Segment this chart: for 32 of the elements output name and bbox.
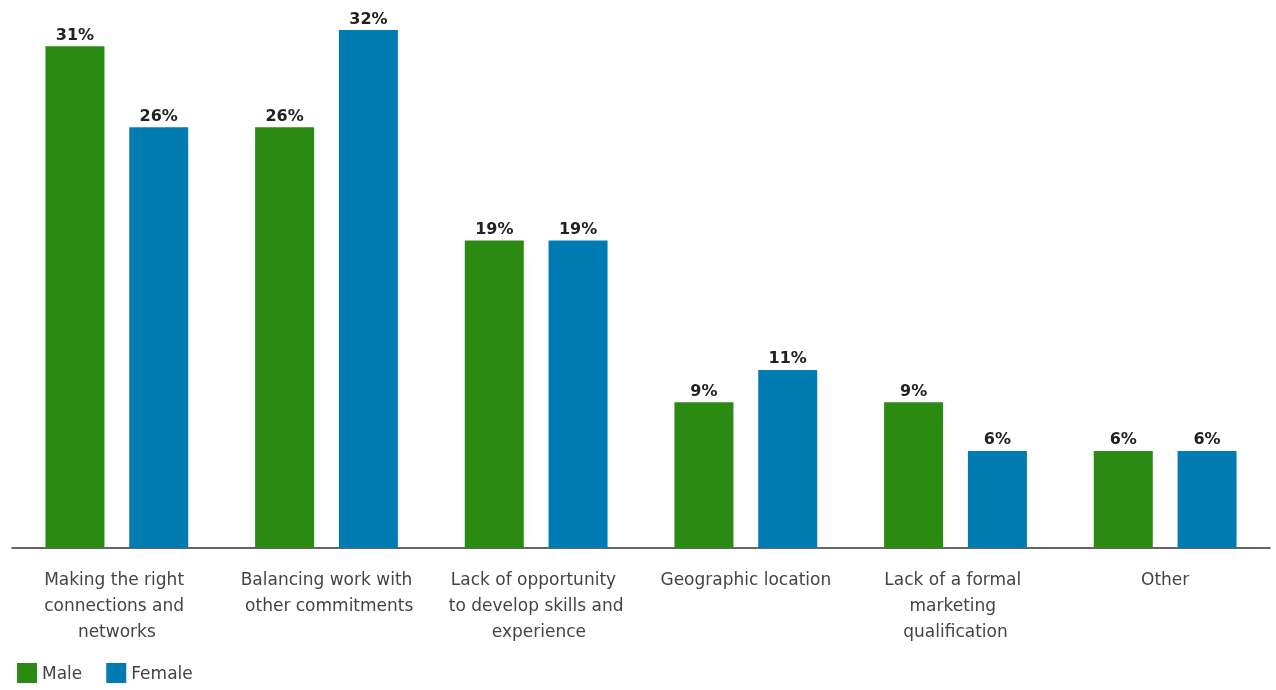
bar (1177, 450, 1237, 548)
bar (338, 30, 398, 548)
data-label: 9% (690, 380, 718, 400)
bar (129, 127, 189, 548)
data-label: 19% (475, 218, 514, 238)
legend-label: Female (131, 663, 193, 683)
bar (255, 127, 315, 548)
bar (967, 450, 1027, 548)
data-label: 6% (1193, 429, 1221, 449)
x-tick-label: Lack of opportunity to develop skills and experience (448, 569, 624, 641)
bar (1093, 450, 1153, 548)
bar (758, 369, 818, 548)
x-tick-label: Other (1141, 569, 1190, 589)
legend-label: Male (42, 663, 83, 683)
data-label: 6% (1109, 429, 1137, 449)
x-tick-label: Geographic location (660, 569, 832, 589)
data-label: 26% (139, 105, 178, 125)
x-tick-label: Balancing work with other commitments (239, 569, 414, 615)
data-label: 26% (265, 105, 304, 125)
data-label: 6% (983, 429, 1011, 449)
data-label: 19% (558, 218, 598, 238)
bar (674, 402, 734, 548)
bar (548, 240, 608, 548)
bar (884, 402, 944, 548)
bar (45, 46, 105, 548)
data-label: 9% (900, 380, 928, 400)
x-tick-label: Making the right connections and networks (44, 569, 190, 641)
data-label: 32% (349, 8, 388, 28)
data-label: 31% (55, 24, 95, 44)
data-label: 11% (768, 348, 807, 368)
x-tick-label: Lack of a formal marketing qualification (884, 569, 1027, 641)
bar (464, 240, 524, 548)
